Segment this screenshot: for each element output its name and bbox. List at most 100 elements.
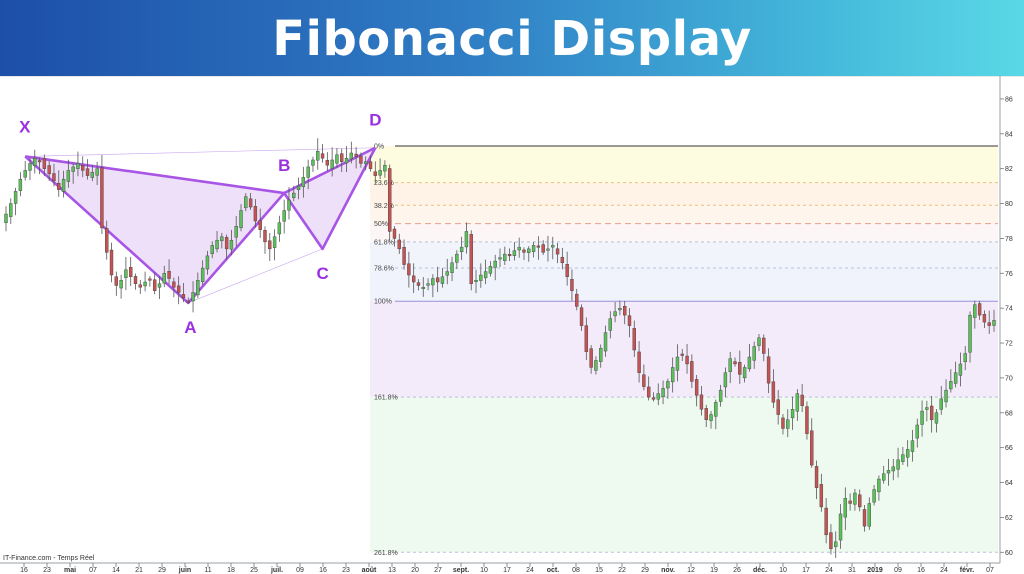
candle-body-8 [42,158,47,169]
pattern-point-labels: X A B C D [19,111,381,337]
candle-body-60 [292,192,296,198]
candle-body-203 [977,303,982,316]
candle-body-31 [152,279,157,291]
candle-body-83 [402,247,406,265]
candle-body-46 [224,237,229,250]
candle-body-144 [694,379,699,396]
candle-body-49 [239,210,243,229]
candle-body-5 [28,163,32,171]
candle-body-59 [287,199,291,211]
x-tick-label-19: sept. [453,567,469,574]
x-tick-label-26: 22 [618,567,626,574]
candle-body-65 [316,151,320,161]
candle-body-7 [37,160,42,163]
candle-body-85 [411,275,416,283]
x-tick-label-20: 10 [480,567,488,574]
candle-body-173 [834,541,838,547]
candle-body-157 [757,337,761,346]
candle-body-20 [100,167,104,229]
candles [4,138,996,558]
candle-body-154 [742,367,747,379]
candle-body-9 [47,165,51,175]
x-tick-label-13: 16 [319,567,327,574]
banner-title: Fibonacci Display [272,11,752,67]
fib-level-label-8: 261.8% [374,550,398,557]
x-tick-label-9: 18 [227,567,235,574]
candle-body-34 [167,271,171,279]
candle-body-39 [191,292,195,302]
candle-body-142 [685,355,689,365]
x-tick-label-3: 07 [89,567,97,574]
candle-body-123 [594,360,598,371]
x-tick-label-34: 17 [802,567,810,574]
x-tick-label-22: 24 [526,567,534,574]
candle-body-72 [349,152,354,160]
candle-body-41 [200,267,205,283]
x-tick-label-12: 09 [296,567,304,574]
x-tick-label-32: déc. [753,567,767,574]
candle-body-181 [872,489,876,503]
x-tick-label-23: oct. [547,567,560,574]
candle-body-186 [896,459,900,470]
candle-body-130 [627,315,632,326]
candle-body-195 [939,398,943,410]
candle-body-160 [771,381,776,403]
x-tick-label-0: 16 [20,567,28,574]
x-tick-label-10: 25 [250,567,258,574]
fib-level-label-3: 50% [374,221,388,228]
x-tick-label-29: 12 [687,567,695,574]
candle-body-88 [426,283,430,286]
candle-body-6 [33,158,37,167]
candle-body-125 [603,332,608,352]
candle-body-165 [795,393,800,412]
pattern-line-ac [188,248,323,304]
candle-body-23 [114,276,119,286]
candle-body-15 [76,163,80,169]
candle-body-69 [335,154,339,164]
candle-body-75 [364,161,368,164]
candle-body-81 [392,228,397,239]
candle-body-168 [810,430,814,466]
fib-level-label-1: 23.6% [374,180,394,187]
candle-body-45 [220,236,224,242]
candle-body-126 [608,318,613,331]
candle-body-21 [105,228,109,253]
candle-body-110 [531,245,536,252]
candle-body-38 [186,300,190,303]
candle-body-66 [320,153,325,159]
fib-zone-6 [370,301,998,398]
candle-body-147 [709,414,713,421]
candle-body-84 [407,263,411,276]
candle-body-27 [133,276,138,284]
pattern-line-bd [283,146,376,195]
y-tick-label-86: 86 [1005,96,1013,103]
candle-body-184 [886,470,891,474]
candle-body-152 [733,361,737,365]
candle-body-33 [162,273,166,284]
candle-body-143 [690,361,694,382]
candle-body-122 [589,348,593,368]
candle-body-115 [555,248,560,255]
x-axis: 16 23 mai 07 14 21 29 juin 11 18 25 juil. 09 16 23 août… [20,563,994,574]
candle-body-111 [536,245,541,248]
candle-body-18 [90,171,95,178]
candle-body-156 [752,346,756,361]
candle-body-150 [723,372,728,388]
pattern-triangle-bcd [284,147,376,249]
y-tick-label-60: 60 [1005,550,1013,557]
candle-body-188 [905,449,910,458]
candle-body-106 [512,250,517,256]
x-tick-label-2: mai [64,567,76,574]
candle-body-28 [138,284,142,288]
candle-body-109 [527,248,531,253]
candle-body-187 [901,454,905,462]
x-tick-label-41: févr. [960,567,974,574]
candle-body-96 [464,231,469,248]
candle-body-104 [503,253,507,261]
candle-body-119 [575,293,579,307]
x-tick-label-37: 2019 [867,567,883,574]
fibonacci-zones [370,146,998,553]
data-source-label: IT-Finance.com - Temps Réel [3,555,95,562]
x-tick-label-16: 13 [388,567,396,574]
candle-body-205 [987,322,991,326]
